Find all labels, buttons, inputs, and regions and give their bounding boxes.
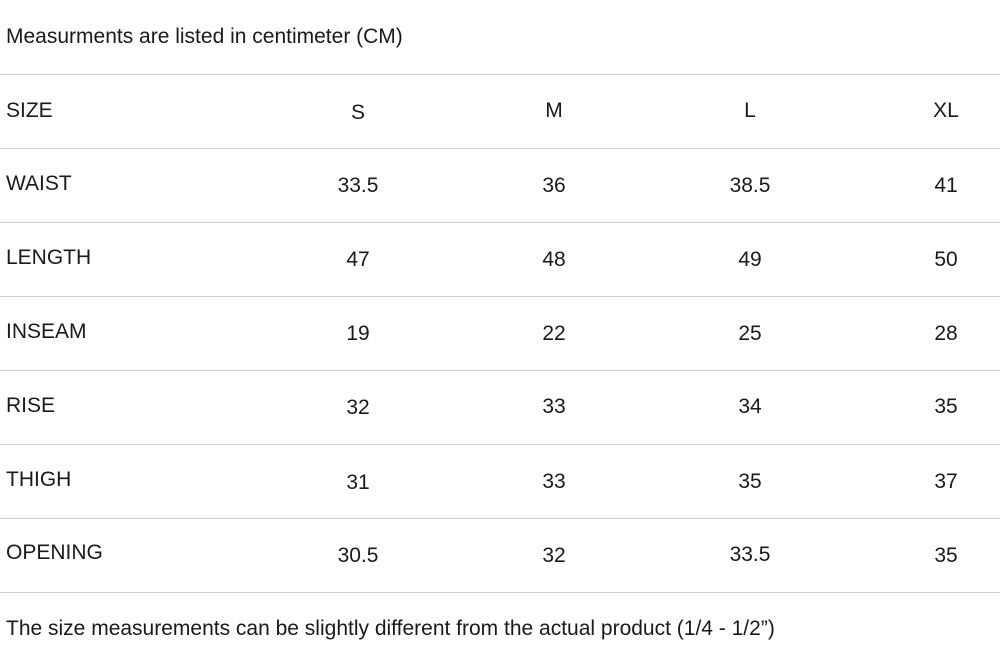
table-row-thigh: THIGH 31 33 35 37 — [0, 445, 1000, 519]
table-row-rise: RISE 32 33 34 35 — [0, 371, 1000, 445]
header-size-s: S — [350, 101, 365, 124]
row-label: RISE — [6, 394, 56, 417]
value-l: 38.5 — [729, 174, 771, 197]
table-divider — [0, 370, 1000, 371]
value-m: 33 — [542, 395, 566, 418]
value-s: 33.5 — [337, 174, 379, 197]
value-l: 25 — [738, 322, 762, 345]
header-size-xl: XL — [933, 99, 959, 122]
value-xl: 41 — [934, 174, 958, 197]
measurement-unit-note: Measurments are listed in centimeter (CM… — [6, 25, 403, 48]
value-l: 34 — [738, 395, 762, 418]
row-label: WAIST — [6, 172, 72, 195]
value-l: 33.5 — [729, 543, 771, 566]
value-m: 36 — [542, 174, 566, 197]
table-row-opening: OPENING 30.5 32 33.5 35 — [0, 519, 1000, 593]
value-m: 48 — [542, 248, 566, 271]
table-row-length: LENGTH 47 48 49 50 — [0, 223, 1000, 297]
row-label: THIGH — [6, 468, 72, 491]
table-row-waist: WAIST 33.5 36 38.5 41 — [0, 149, 1000, 223]
table-header-row: SIZE S M L XL — [0, 75, 1000, 149]
table-divider — [0, 296, 1000, 297]
table-divider — [0, 518, 1000, 519]
table-divider — [0, 148, 1000, 149]
value-s: 19 — [346, 322, 370, 345]
value-m: 22 — [542, 322, 566, 345]
value-l: 49 — [738, 248, 762, 271]
value-l: 35 — [738, 470, 762, 493]
table-divider — [0, 444, 1000, 445]
table-divider — [0, 74, 1000, 75]
value-m: 32 — [542, 544, 566, 567]
size-disclaimer-note: The size measurements can be slightly di… — [6, 617, 775, 640]
value-xl: 50 — [934, 248, 958, 271]
value-s: 32 — [346, 396, 370, 419]
value-s: 30.5 — [337, 544, 379, 567]
header-size-l: L — [744, 99, 756, 122]
value-m: 33 — [542, 470, 566, 493]
value-xl: 28 — [934, 322, 958, 345]
table-divider — [0, 222, 1000, 223]
value-xl: 35 — [934, 544, 958, 567]
value-xl: 35 — [934, 395, 958, 418]
table-divider — [0, 592, 1000, 593]
value-s: 47 — [346, 248, 370, 271]
value-xl: 37 — [934, 470, 958, 493]
row-label: LENGTH — [6, 246, 92, 269]
row-label: INSEAM — [6, 320, 87, 343]
header-size-label: SIZE — [6, 99, 53, 122]
header-size-m: M — [545, 99, 563, 122]
table-row-inseam: INSEAM 19 22 25 28 — [0, 297, 1000, 371]
row-label: OPENING — [6, 541, 103, 564]
value-s: 31 — [346, 471, 370, 494]
